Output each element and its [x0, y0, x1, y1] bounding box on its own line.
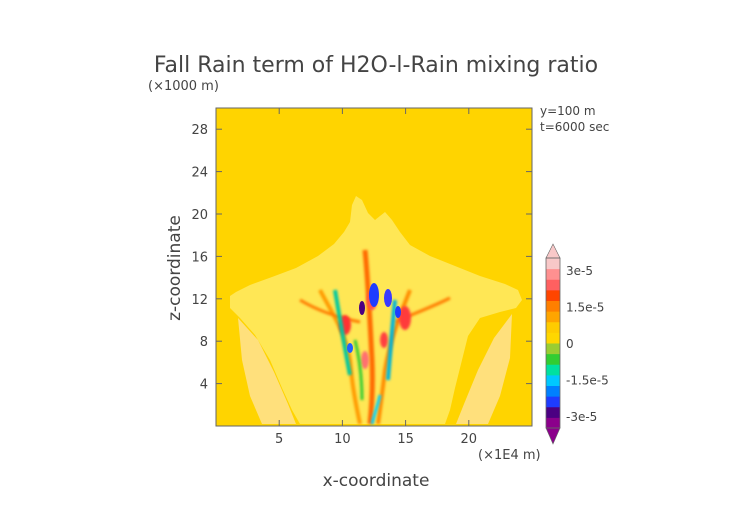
x-tick-label: 5	[275, 432, 283, 447]
negative-streaks	[333, 289, 397, 425]
y-axis-title: z-coordinate	[165, 215, 185, 321]
colorbar-segment	[546, 332, 560, 344]
colorbar-segment	[546, 268, 560, 280]
colorbar-segment	[546, 385, 560, 397]
annotation-y: y=100 m	[540, 104, 596, 118]
colorbar-segment	[546, 364, 560, 376]
chart-title: Fall Rain term of H2O-l-Rain mixing rati…	[154, 53, 598, 78]
colorbar-segment	[546, 279, 560, 291]
y-tick-label: 24	[191, 166, 208, 181]
y-tick-label: 4	[200, 378, 208, 393]
colorbar-label: -1.5e-5	[566, 373, 609, 387]
colorbar-segment	[546, 311, 560, 323]
colorbar-segment	[546, 396, 560, 408]
colorbar-label: -3e-5	[566, 410, 597, 424]
lower-halo-right	[456, 314, 512, 424]
colorbar-top-arrow	[545, 243, 561, 259]
x-axis-title: x-coordinate	[323, 471, 430, 491]
x-tick-label: 20	[461, 432, 478, 447]
x-tick-label: 15	[397, 432, 414, 447]
colorbar-segment	[546, 289, 560, 301]
colorbar-segment	[546, 374, 560, 386]
colorbar-label: 0	[566, 337, 574, 351]
colorbar-segment	[546, 258, 560, 270]
colorbar-segment	[546, 353, 560, 365]
y-tick-label: 28	[191, 123, 208, 138]
y-tick-label: 16	[191, 250, 208, 265]
colorbar-segment	[546, 343, 560, 355]
y-tick-label: 12	[191, 293, 208, 308]
colorbar-segment	[546, 321, 560, 333]
anvil-cloud	[230, 196, 522, 424]
colorbar-segment	[546, 417, 560, 429]
lower-halo-left	[238, 318, 296, 424]
colorbar-segment	[546, 300, 560, 312]
x-unit-label: (×1E4 m)	[478, 448, 541, 463]
x-tick-label: 10	[334, 432, 351, 447]
y-tick-label: 20	[191, 208, 208, 223]
colorbar-frame	[545, 257, 561, 429]
colorbar-bottom-arrow	[545, 427, 561, 445]
field-layer	[230, 196, 522, 425]
annotation-time: t=6000 sec	[540, 120, 609, 134]
y-unit-label: (×1000 m)	[148, 79, 219, 94]
colorbar-label: 1.5e-5	[566, 301, 604, 315]
colorbar: 3e-5 1.5e-5 0 -1.5e-5 -3e-5	[545, 243, 609, 445]
colorbar-segment	[546, 406, 560, 418]
negative-core	[347, 283, 401, 353]
colorbar-label: 3e-5	[566, 264, 593, 278]
y-tick-label: 8	[200, 335, 208, 350]
